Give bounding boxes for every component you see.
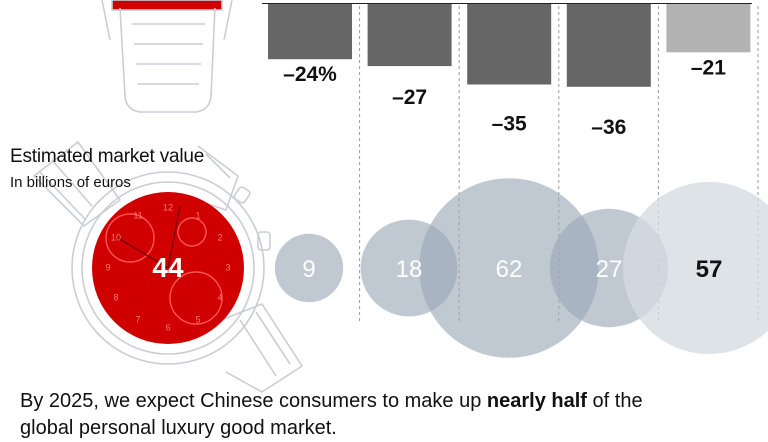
decline-bar-label: –36 xyxy=(591,116,626,139)
caption-part-1: By 2025, we expect Chinese consumers to … xyxy=(20,390,482,412)
market-value-label: 57 xyxy=(696,256,723,283)
market-value-labels: 44 9 18 62 27 57 xyxy=(152,252,722,283)
decline-bar-label: –21 xyxy=(691,56,726,79)
decline-bar-label: –24% xyxy=(283,63,337,86)
dial-numeral: 4 xyxy=(217,292,222,302)
market-value-bubble xyxy=(622,181,768,355)
column-guides xyxy=(359,6,759,322)
decline-bar xyxy=(666,4,751,53)
dial-numeral: 12 xyxy=(163,202,173,212)
caption-emphasis: nearly half xyxy=(486,390,587,412)
dial-numeral: 11 xyxy=(133,210,142,220)
market-value-bubbles xyxy=(274,178,768,358)
caption-text: By 2025, we expect Chinese consumers to … xyxy=(20,388,760,442)
market-value-label: 27 xyxy=(596,256,623,283)
watch-strap-illustration-top xyxy=(101,0,233,113)
dial-numeral: 3 xyxy=(225,262,230,272)
decline-bars xyxy=(268,4,751,87)
dial-numeral: 1 xyxy=(195,210,200,220)
decline-bar xyxy=(367,4,452,67)
decline-bar-label: –35 xyxy=(492,113,527,136)
market-value-bubble xyxy=(419,178,599,358)
dial-numeral: 9 xyxy=(105,262,110,272)
decline-bar xyxy=(566,4,651,87)
market-value-bubble xyxy=(274,233,344,303)
dial-numeral: 5 xyxy=(195,314,200,324)
dial-numeral: 2 xyxy=(217,232,222,242)
market-value-label: 62 xyxy=(496,256,523,283)
chart-title: Estimated market value xyxy=(10,146,205,167)
decline-bar-labels: –24% –27 –35 –36 –21 xyxy=(283,56,726,139)
chart-subtitle: In billions of euros xyxy=(10,174,131,191)
decline-bar xyxy=(268,4,352,60)
decline-bar xyxy=(467,4,552,85)
dial-numeral: 10 xyxy=(111,232,121,242)
caption-part-2: of the xyxy=(592,390,643,412)
decline-bar-label: –27 xyxy=(392,86,427,109)
market-value-label: 44 xyxy=(152,252,184,283)
market-value-label: 18 xyxy=(396,256,423,283)
dial-numeral: 6 xyxy=(165,322,170,332)
caption-line-2: global personal luxury good market. xyxy=(20,417,337,439)
market-value-label: 9 xyxy=(302,256,315,283)
dial-numeral: 7 xyxy=(135,314,140,324)
dial-numeral: 8 xyxy=(113,292,118,302)
